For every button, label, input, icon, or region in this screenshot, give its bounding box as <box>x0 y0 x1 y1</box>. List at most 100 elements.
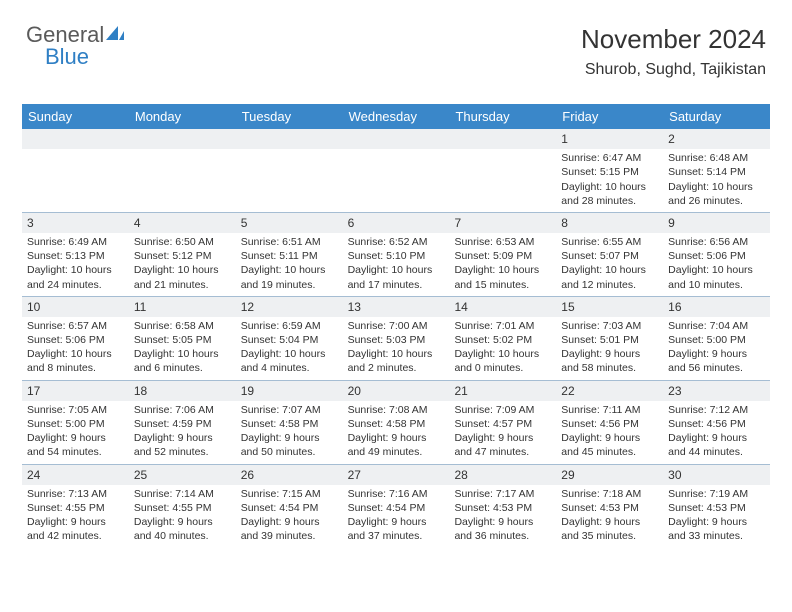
sunrise-text: Sunrise: 6:49 AM <box>27 235 124 249</box>
calendar-header-cell: Saturday <box>663 104 770 129</box>
day-body: Sunrise: 7:17 AMSunset: 4:53 PMDaylight:… <box>449 485 556 548</box>
sunrise-text: Sunrise: 6:51 AM <box>241 235 338 249</box>
calendar-empty-cell <box>129 129 236 212</box>
sunrise-text: Sunrise: 7:12 AM <box>668 403 765 417</box>
sunset-text: Sunset: 4:54 PM <box>348 501 445 515</box>
calendar-day-cell: 29Sunrise: 7:18 AMSunset: 4:53 PMDayligh… <box>556 465 663 548</box>
daylight-text: Daylight: 10 hours and 8 minutes. <box>27 347 124 375</box>
day-body: Sunrise: 6:53 AMSunset: 5:09 PMDaylight:… <box>449 233 556 296</box>
calendar-day-cell: 30Sunrise: 7:19 AMSunset: 4:53 PMDayligh… <box>663 465 770 548</box>
sunset-text: Sunset: 4:56 PM <box>561 417 658 431</box>
daylight-text: Daylight: 10 hours and 15 minutes. <box>454 263 551 291</box>
calendar: SundayMondayTuesdayWednesdayThursdayFrid… <box>22 104 770 547</box>
calendar-empty-cell <box>22 129 129 212</box>
sunrise-text: Sunrise: 7:15 AM <box>241 487 338 501</box>
sunset-text: Sunset: 5:02 PM <box>454 333 551 347</box>
day-body: Sunrise: 6:52 AMSunset: 5:10 PMDaylight:… <box>343 233 450 296</box>
daylight-text: Daylight: 10 hours and 17 minutes. <box>348 263 445 291</box>
calendar-day-cell: 18Sunrise: 7:06 AMSunset: 4:59 PMDayligh… <box>129 381 236 464</box>
day-number: 26 <box>236 465 343 485</box>
sunset-text: Sunset: 4:58 PM <box>348 417 445 431</box>
sunrise-text: Sunrise: 7:09 AM <box>454 403 551 417</box>
daylight-text: Daylight: 10 hours and 10 minutes. <box>668 263 765 291</box>
sunset-text: Sunset: 4:55 PM <box>27 501 124 515</box>
sunset-text: Sunset: 5:14 PM <box>668 165 765 179</box>
daylight-text: Daylight: 10 hours and 12 minutes. <box>561 263 658 291</box>
day-number: 3 <box>22 213 129 233</box>
day-number: 4 <box>129 213 236 233</box>
day-number: 24 <box>22 465 129 485</box>
day-number-empty <box>343 129 450 149</box>
day-number: 18 <box>129 381 236 401</box>
day-number: 11 <box>129 297 236 317</box>
calendar-day-cell: 19Sunrise: 7:07 AMSunset: 4:58 PMDayligh… <box>236 381 343 464</box>
calendar-day-cell: 7Sunrise: 6:53 AMSunset: 5:09 PMDaylight… <box>449 213 556 296</box>
calendar-header-cell: Thursday <box>449 104 556 129</box>
daylight-text: Daylight: 9 hours and 45 minutes. <box>561 431 658 459</box>
calendar-header-cell: Tuesday <box>236 104 343 129</box>
day-body: Sunrise: 7:03 AMSunset: 5:01 PMDaylight:… <box>556 317 663 380</box>
day-number: 14 <box>449 297 556 317</box>
sunset-text: Sunset: 5:13 PM <box>27 249 124 263</box>
calendar-day-cell: 14Sunrise: 7:01 AMSunset: 5:02 PMDayligh… <box>449 297 556 380</box>
sunrise-text: Sunrise: 7:05 AM <box>27 403 124 417</box>
day-number-empty <box>236 129 343 149</box>
calendar-day-cell: 12Sunrise: 6:59 AMSunset: 5:04 PMDayligh… <box>236 297 343 380</box>
day-number: 5 <box>236 213 343 233</box>
daylight-text: Daylight: 10 hours and 2 minutes. <box>348 347 445 375</box>
daylight-text: Daylight: 9 hours and 44 minutes. <box>668 431 765 459</box>
sunset-text: Sunset: 5:09 PM <box>454 249 551 263</box>
sunset-text: Sunset: 5:07 PM <box>561 249 658 263</box>
calendar-header-cell: Sunday <box>22 104 129 129</box>
calendar-day-cell: 10Sunrise: 6:57 AMSunset: 5:06 PMDayligh… <box>22 297 129 380</box>
day-body: Sunrise: 7:09 AMSunset: 4:57 PMDaylight:… <box>449 401 556 464</box>
calendar-empty-cell <box>343 129 450 212</box>
day-body: Sunrise: 6:55 AMSunset: 5:07 PMDaylight:… <box>556 233 663 296</box>
daylight-text: Daylight: 9 hours and 49 minutes. <box>348 431 445 459</box>
daylight-text: Daylight: 9 hours and 56 minutes. <box>668 347 765 375</box>
calendar-day-cell: 11Sunrise: 6:58 AMSunset: 5:05 PMDayligh… <box>129 297 236 380</box>
title-block: November 2024 Shurob, Sughd, Tajikistan <box>581 24 766 79</box>
logo-sail-icon <box>106 26 124 40</box>
day-body: Sunrise: 7:14 AMSunset: 4:55 PMDaylight:… <box>129 485 236 548</box>
sunrise-text: Sunrise: 7:13 AM <box>27 487 124 501</box>
day-body: Sunrise: 6:58 AMSunset: 5:05 PMDaylight:… <box>129 317 236 380</box>
sunset-text: Sunset: 5:15 PM <box>561 165 658 179</box>
calendar-day-cell: 15Sunrise: 7:03 AMSunset: 5:01 PMDayligh… <box>556 297 663 380</box>
calendar-day-cell: 22Sunrise: 7:11 AMSunset: 4:56 PMDayligh… <box>556 381 663 464</box>
calendar-day-cell: 20Sunrise: 7:08 AMSunset: 4:58 PMDayligh… <box>343 381 450 464</box>
day-number: 27 <box>343 465 450 485</box>
day-number: 25 <box>129 465 236 485</box>
calendar-day-cell: 24Sunrise: 7:13 AMSunset: 4:55 PMDayligh… <box>22 465 129 548</box>
sunrise-text: Sunrise: 6:47 AM <box>561 151 658 165</box>
calendar-week-row: 3 Sunrise: 6:49 AMSunset: 5:13 PM Daylight… <box>22 212 770 296</box>
sunrise-text: Sunrise: 6:59 AM <box>241 319 338 333</box>
sunrise-text: Sunrise: 7:16 AM <box>348 487 445 501</box>
sunrise-text: Sunrise: 6:50 AM <box>134 235 231 249</box>
sunrise-text: Sunrise: 6:55 AM <box>561 235 658 249</box>
sunset-text: Sunset: 5:05 PM <box>134 333 231 347</box>
daylight-text: Daylight: 10 hours and 6 minutes. <box>134 347 231 375</box>
daylight-text: Daylight: 9 hours and 54 minutes. <box>27 431 124 459</box>
day-body: Sunrise: 7:18 AMSunset: 4:53 PMDaylight:… <box>556 485 663 548</box>
day-number: 6 <box>343 213 450 233</box>
day-number: 10 <box>22 297 129 317</box>
sunrise-text: Sunrise: 7:04 AM <box>668 319 765 333</box>
daylight-text: Daylight: 9 hours and 33 minutes. <box>668 515 765 543</box>
calendar-day-cell: 23Sunrise: 7:12 AMSunset: 4:56 PMDayligh… <box>663 381 770 464</box>
sunset-text: Sunset: 4:53 PM <box>454 501 551 515</box>
day-body: Sunrise: 7:05 AMSunset: 5:00 PMDaylight:… <box>22 401 129 464</box>
daylight-text: Daylight: 9 hours and 36 minutes. <box>454 515 551 543</box>
sunset-text: Sunset: 5:03 PM <box>348 333 445 347</box>
day-number: 28 <box>449 465 556 485</box>
sunrise-text: Sunrise: 6:57 AM <box>27 319 124 333</box>
sunset-text: Sunset: 4:53 PM <box>561 501 658 515</box>
sunset-text: Sunset: 5:00 PM <box>668 333 765 347</box>
daylight-text: Daylight: 10 hours and 19 minutes. <box>241 263 338 291</box>
sunrise-text: Sunrise: 7:03 AM <box>561 319 658 333</box>
calendar-day-cell: 27Sunrise: 7:16 AMSunset: 4:54 PMDayligh… <box>343 465 450 548</box>
calendar-day-cell: 16Sunrise: 7:04 AMSunset: 5:00 PMDayligh… <box>663 297 770 380</box>
sunset-text: Sunset: 4:56 PM <box>668 417 765 431</box>
sunrise-text: Sunrise: 7:11 AM <box>561 403 658 417</box>
calendar-week-row: 10Sunrise: 6:57 AMSunset: 5:06 PMDayligh… <box>22 296 770 380</box>
